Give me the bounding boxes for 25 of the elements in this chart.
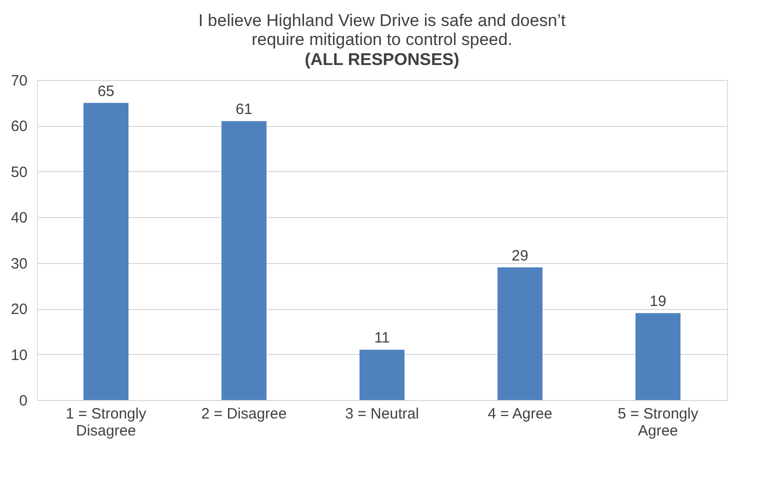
data-label: 19	[650, 293, 666, 310]
x-tick-label: 4 = Agree	[488, 406, 552, 422]
y-tick-label: 60	[10, 118, 28, 136]
data-label: 11	[374, 330, 390, 347]
data-label: 61	[236, 101, 252, 118]
data-label: 65	[98, 82, 114, 100]
bar	[636, 313, 680, 400]
y-tick-label: 30	[10, 255, 28, 272]
y-tick-label: 10	[10, 346, 28, 364]
chart-title: I believe Highland View Drive is safe and doesn’t require mitigation to control speed.	[198, 11, 566, 49]
y-tick-label: 0	[19, 392, 28, 410]
x-tick-label: 1 = Strongly Disagree	[66, 406, 147, 440]
bar	[84, 102, 128, 400]
x-tick-label: 3 = Neutral	[345, 406, 419, 422]
y-tick-label: 40	[10, 210, 28, 227]
y-tick-label: 50	[10, 164, 28, 181]
data-label: 29	[512, 247, 528, 264]
x-tick-label: 2 = Disagree	[201, 406, 287, 422]
y-tick-label: 20	[10, 301, 28, 318]
bar	[498, 267, 542, 400]
chart-subtitle: (ALL RESPONSES)	[304, 50, 460, 69]
bar	[222, 121, 266, 400]
x-tick-label: 5 = Strongly Agree	[618, 406, 699, 440]
bar	[360, 350, 404, 400]
y-tick-label: 70	[10, 72, 28, 90]
